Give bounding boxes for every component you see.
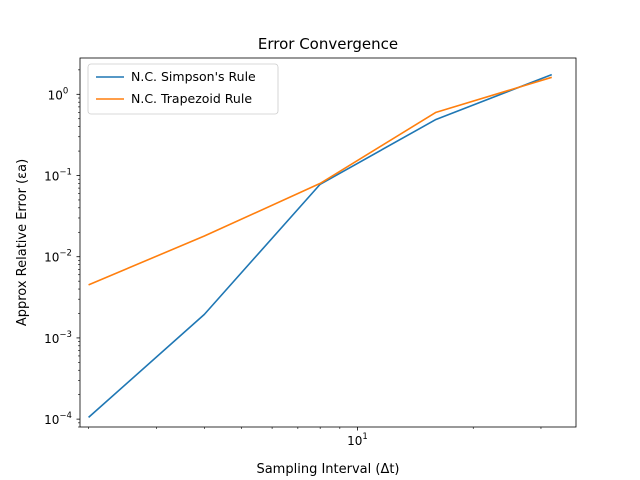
y-axis-title: Approx Relative Error (εa) xyxy=(15,159,30,326)
y-tick-label-exponent: −1 xyxy=(59,168,72,178)
plot-area xyxy=(80,58,576,427)
legend: N.C. Simpson's Rule N.C. Trapezoid Rule xyxy=(87,63,279,115)
plot-frame xyxy=(79,57,577,428)
y-tick-label-exponent: −4 xyxy=(59,411,72,421)
series-line-1 xyxy=(88,73,553,419)
chart-title: Error Convergence xyxy=(258,35,398,53)
y-tick-label-exponent: −2 xyxy=(59,249,72,259)
series-lines xyxy=(88,73,553,419)
x-axis-title: Sampling Interval (Δt) xyxy=(256,462,399,477)
legend-box xyxy=(87,63,279,115)
x-tick-label-exponent: 1 xyxy=(362,432,367,442)
legend-label-1: N.C. Simpson's Rule xyxy=(131,69,256,84)
legend-label-2: N.C. Trapezoid Rule xyxy=(131,91,252,106)
y-tick-label-exponent: 0 xyxy=(63,86,68,96)
y-tick-label-exponent: −3 xyxy=(59,330,72,340)
series-line-2 xyxy=(88,76,552,286)
